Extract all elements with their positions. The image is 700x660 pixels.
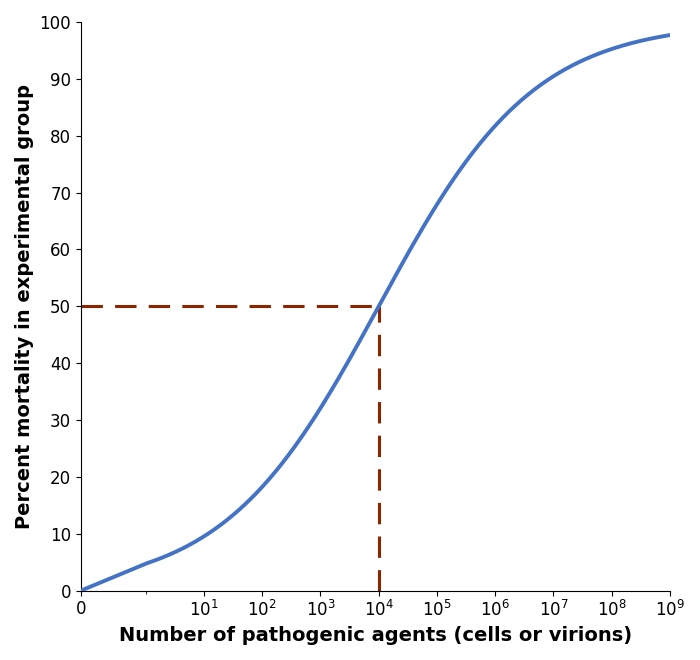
- Y-axis label: Percent mortality in experimental group: Percent mortality in experimental group: [15, 84, 34, 529]
- X-axis label: Number of pathogenic agents (cells or virions): Number of pathogenic agents (cells or vi…: [119, 626, 632, 645]
